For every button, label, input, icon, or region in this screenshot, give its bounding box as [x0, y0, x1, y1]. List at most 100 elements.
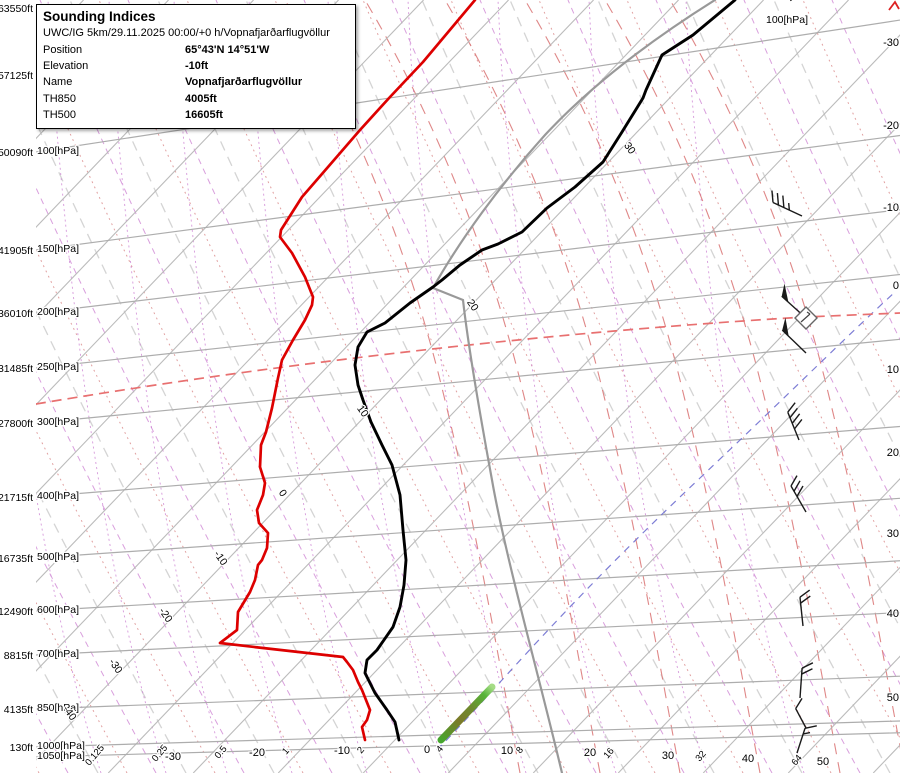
red-dotted-adiabat-line	[802, 0, 900, 218]
wind-barb-icon	[799, 662, 814, 699]
isotherm-right-label: 30	[887, 528, 899, 540]
isotherm-line	[532, 389, 900, 773]
wind-barb-icon	[771, 190, 803, 217]
sounding-indices-panel: Sounding Indices UWC/IG 5km/29.11.2025 0…	[36, 4, 356, 130]
barb-flag-50kt	[782, 317, 789, 337]
pressure-hpa-label: 250[hPa]	[37, 361, 79, 373]
barb-full-tick	[799, 589, 811, 598]
altitude-ft-label: 31485ft	[0, 363, 33, 375]
isotherm-bottom-label: 30	[662, 750, 674, 762]
mixing-ratio-label: 1	[280, 746, 292, 757]
isotherm-line	[362, 211, 900, 773]
isotherm-line	[702, 566, 900, 773]
isotherm-line	[447, 300, 900, 773]
dry-adiabat-line	[421, 0, 803, 773]
isotherm-bottom-label: 0	[424, 744, 430, 756]
barb-full-tick	[787, 402, 796, 413]
pressure-hpa-label: 700[hPa]	[37, 648, 79, 660]
isotherm-right-label: 20	[887, 447, 899, 459]
isobar-line	[36, 497, 900, 559]
mixing-ratio-line	[173, 0, 293, 773]
indices-row-th850: TH850 4005ft	[43, 91, 349, 107]
altitude-ft-label: 27800ft	[0, 418, 33, 430]
row-label: TH850	[43, 92, 77, 105]
barb-staff	[787, 411, 800, 441]
magenta-adiabat-line	[567, 0, 900, 686]
red-dotted-adiabat-line	[36, 248, 304, 773]
isobar-line	[36, 732, 900, 758]
dry-adiabat-line	[157, 0, 539, 773]
red-dotted-adiabat-line	[714, 0, 900, 400]
red-dotted-adiabat-line	[450, 0, 832, 773]
pressure-hpa-label: 300[hPa]	[37, 416, 79, 428]
mixing-ratio-label: 2	[355, 745, 367, 756]
isotherm-line	[36, 0, 509, 495]
magenta-adiabat-line	[36, 186, 333, 773]
isotherm-line	[872, 744, 900, 773]
barb-flag-50kt	[781, 283, 789, 303]
altitude-ft-label: 50090ft	[0, 147, 33, 159]
mixing-ratio-line	[47, 0, 167, 773]
indices-row-name: Name Vopnafjarðarflugvöllur	[43, 74, 349, 90]
isobar-line	[36, 19, 900, 153]
pressure-hpa-label: 600[hPa]	[37, 604, 79, 616]
dry-adiabat-line	[509, 0, 891, 773]
isotherm-bottom-label: -10	[334, 745, 350, 757]
barb-full-tick	[790, 475, 798, 487]
mixing-ratio-label: 0.5	[213, 744, 230, 761]
isotherm-line	[192, 34, 900, 773]
row-label: Name	[43, 76, 73, 89]
pressure-hpa-label: 1000[hPa]	[37, 740, 85, 752]
corner-red-mark	[888, 0, 900, 11]
red-dotted-adiabat-line	[538, 0, 900, 740]
mixing-ratio-line	[407, 0, 527, 773]
temperature-trace	[353, 0, 737, 742]
pressure-hpa-label: 1050[hPa]	[37, 750, 85, 762]
tropopause-marker	[794, 306, 818, 330]
barb-half-tick	[788, 203, 791, 211]
barb-staff	[790, 485, 807, 513]
isobar-line	[36, 209, 900, 314]
altitude-ft-label: 36010ft	[0, 308, 33, 320]
barb-full-tick	[801, 662, 814, 669]
magenta-adiabat-line	[39, 0, 421, 773]
red-dotted-adiabat-line	[36, 601, 128, 773]
row-value: 4005ft	[185, 92, 217, 105]
altitude-ft-label: 57125ft	[0, 70, 33, 82]
isotherm-line	[36, 0, 594, 583]
moist-adiabat-line	[524, 0, 761, 773]
row-label: Position	[43, 44, 83, 56]
isotherm-right-label: 0	[893, 280, 899, 292]
altitude-ft-label: 63550ft	[0, 3, 33, 15]
row-value: 16605ft	[185, 108, 223, 121]
isotherm-right-label: -30	[883, 37, 899, 49]
red-dotted-adiabat-line	[274, 0, 656, 773]
isotherm-bottom-label: 40	[742, 753, 754, 765]
isotherm-right-label: 40	[887, 608, 899, 620]
row-value: Vopnafjarðarflugvöllur	[185, 76, 303, 89]
altitude-ft-label: 8815ft	[4, 650, 33, 662]
altitude-ft-label: 41905ft	[0, 245, 33, 257]
isotherm-right-label: 50	[887, 692, 899, 704]
red-dotted-adiabat-line	[98, 0, 480, 773]
dry-adiabat-line	[773, 0, 900, 279]
barb-full-tick	[789, 407, 798, 419]
dry-adiabat-line	[36, 120, 363, 773]
isobar-line	[36, 675, 900, 710]
isotherm-line	[617, 478, 900, 773]
isobar-line	[36, 338, 900, 424]
wind-barb-column	[771, 0, 817, 754]
dry-adiabat-line	[597, 0, 900, 629]
mixing-ratio-label: 16	[601, 746, 616, 761]
diamond-mini-barb-glyph	[800, 311, 811, 323]
isobar-line	[36, 611, 900, 656]
isotherm-bottom-label: -30	[165, 751, 181, 763]
adiabat-label: 30	[621, 140, 638, 157]
barb-staff	[796, 728, 806, 754]
parcel-trace	[431, 286, 564, 773]
dewpoint-trace	[218, 0, 477, 742]
moist-adiabat-line	[604, 0, 841, 773]
adiabat-label: -20	[156, 606, 175, 625]
barb-full-tick	[800, 595, 811, 604]
